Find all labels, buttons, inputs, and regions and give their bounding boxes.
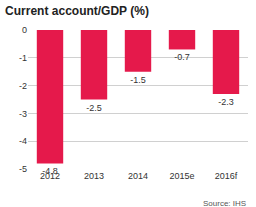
svg-text:-5: -5 xyxy=(19,164,27,174)
svg-text:-3: -3 xyxy=(19,109,27,119)
svg-text:-1: -1 xyxy=(19,53,27,63)
svg-text:-1.5: -1.5 xyxy=(130,75,146,85)
svg-text:2013: 2013 xyxy=(84,171,104,181)
svg-text:2016f: 2016f xyxy=(215,171,238,181)
svg-text:-2: -2 xyxy=(19,81,27,91)
svg-text:-0.7: -0.7 xyxy=(174,52,190,62)
svg-text:Current account/GDP (%): Current account/GDP (%) xyxy=(5,4,149,18)
svg-text:-4.8: -4.8 xyxy=(42,166,58,176)
svg-text:-2.5: -2.5 xyxy=(86,103,102,113)
svg-text:-4: -4 xyxy=(19,136,27,146)
svg-text:2014: 2014 xyxy=(128,171,148,181)
svg-text:2015e: 2015e xyxy=(169,171,194,181)
svg-text:Source: IHS: Source: IHS xyxy=(203,199,246,207)
svg-text:-2.3: -2.3 xyxy=(218,97,234,107)
svg-text:0: 0 xyxy=(22,25,27,35)
svg-text:2012: 2012 xyxy=(40,171,60,181)
